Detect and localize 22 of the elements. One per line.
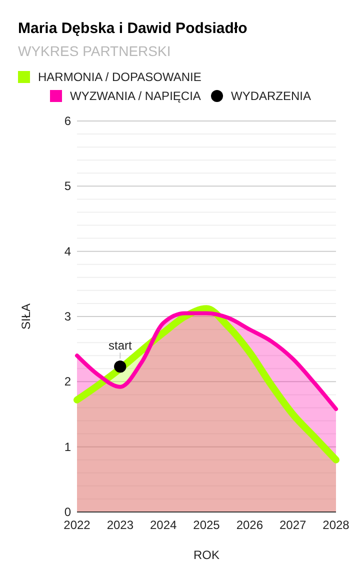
x-tick-label: 2026 [236,518,264,532]
y-tick-label: 0 [64,505,72,519]
annotation: start [108,338,132,353]
y-tick-label: 4 [64,244,72,258]
x-tick-label: 2025 [193,518,220,532]
y-tick-label: 2 [64,374,72,389]
y-tick-label: 3 [64,310,72,324]
y-tick-label: 6 [64,114,72,128]
x-axis-title: ROK [193,548,220,562]
legend-label: HARMONIA / DOPASOWANIE [38,70,202,84]
legend-label: WYDARZENIA [231,89,312,103]
x-tick-label: 2023 [106,518,134,532]
x-tick-label: 2027 [279,518,307,532]
chart-title: Maria Dębska i Dawid Podsiadło [18,20,248,37]
chart-subtitle: WYKRES PARTNERSKI [18,43,171,59]
y-tick-label: 1 [64,440,72,454]
y-tick-label: 5 [64,179,72,194]
x-tick-label: 2024 [150,518,178,532]
x-tick-label: 2028 [322,518,350,532]
y-axis-title: SIŁA [19,303,33,330]
x-tick-label: 2022 [64,518,91,532]
legend-label: WYZWANIA / NAPIĘCIA [70,89,201,103]
